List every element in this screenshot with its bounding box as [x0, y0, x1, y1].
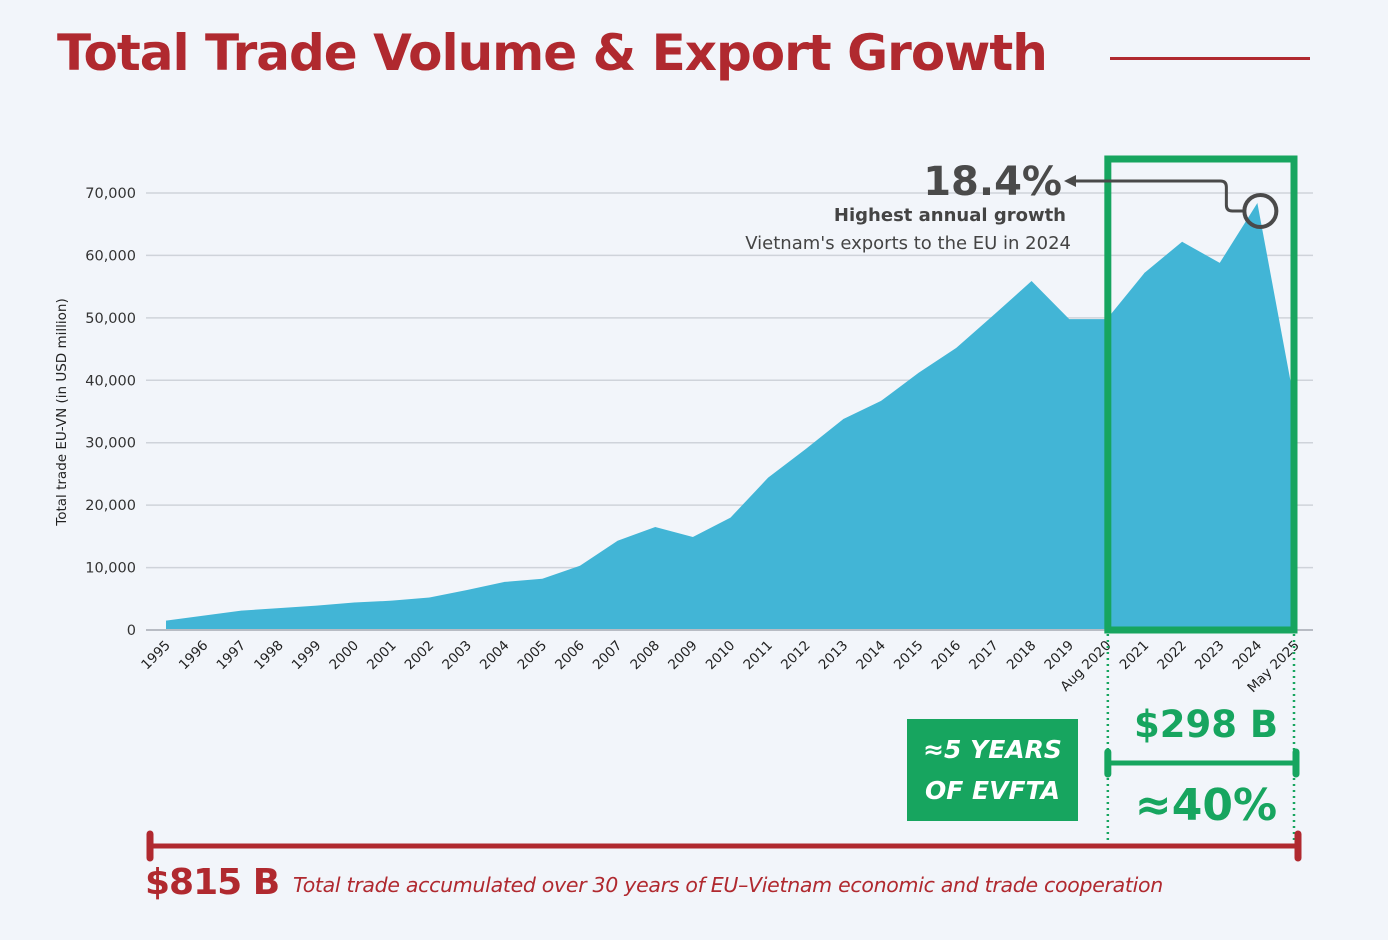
x-tick-label: 2005 — [515, 638, 551, 674]
x-tick-label: 2014 — [853, 638, 889, 674]
evfta-trade-amount: $298 B — [1133, 703, 1279, 746]
annotation-connector-arrow — [1074, 179, 1245, 213]
trade-area-series — [166, 202, 1295, 630]
y-tick-label: 30,000 — [85, 436, 136, 452]
y-axis-label: Total trade EU-VN (in USD million) — [54, 298, 70, 526]
evfta-trade-share: ≈40% — [1134, 780, 1278, 831]
y-tick-label: 0 — [127, 623, 136, 639]
x-tick-label: 2010 — [703, 638, 739, 674]
x-tick-label: 1996 — [176, 638, 212, 674]
x-tick-label: 2011 — [740, 638, 776, 674]
x-tick-label: 1997 — [213, 638, 249, 674]
x-tick-label: 2018 — [1004, 638, 1040, 674]
x-tick-label: 2024 — [1230, 638, 1266, 674]
x-tick-label: 2016 — [929, 638, 965, 674]
x-tick-label: 2007 — [590, 638, 626, 674]
x-tick-label: 2008 — [627, 638, 663, 674]
arrowhead-icon — [1064, 175, 1076, 187]
x-tick-label: 2001 — [364, 638, 400, 674]
evfta-badge-line1: ≈5 YEARS — [923, 735, 1062, 764]
evfta-badge-line2: OF EVFTA — [925, 776, 1060, 805]
evfta-highlight-frame — [1104, 155, 1298, 634]
x-axis-ticks: 1995 1996 1997 1998 1999 2000 2001 2002 2003 2004… — [138, 638, 1303, 696]
x-tick-label: 2019 — [1041, 638, 1077, 674]
total-trade-description: Total trade accumulated over 30 years of… — [293, 873, 1163, 897]
x-tick-label: 2015 — [891, 638, 927, 674]
x-tick-label: 2000 — [326, 638, 362, 674]
annotation-description: Vietnam's exports to the EU in 2024 — [745, 233, 1071, 254]
x-tick-label: 2012 — [778, 638, 814, 674]
x-tick-label: 1995 — [138, 638, 174, 674]
x-tick-label: 2022 — [1154, 638, 1190, 674]
x-tick-label: 2023 — [1192, 638, 1228, 674]
y-tick-label: 10,000 — [85, 561, 136, 577]
x-tick-label: 2004 — [477, 638, 513, 674]
y-tick-label: 40,000 — [85, 373, 136, 389]
x-tick-label: 2006 — [552, 638, 588, 674]
x-tick-label: 2013 — [816, 638, 852, 674]
y-tick-label: 20,000 — [85, 498, 136, 514]
y-axis-ticks: 0 10,000 20,000 30,000 40,000 50,000 60,000 70,… — [85, 186, 136, 639]
annotation-headline: Highest annual growth — [834, 205, 1066, 226]
y-tick-label: 50,000 — [85, 311, 136, 327]
x-tick-label: 2021 — [1117, 638, 1153, 674]
page-title: Total Trade Volume & Export Growth — [57, 24, 1048, 82]
x-tick-label: 2003 — [439, 638, 475, 674]
x-tick-label: 2002 — [402, 638, 438, 674]
annotation-value: 18.4% — [923, 159, 1062, 205]
total-trade-amount: $815 B — [145, 862, 280, 903]
x-tick-label: 1999 — [289, 638, 325, 674]
evfta-badge: ≈5 YEARS OF EVFTA — [907, 719, 1078, 821]
x-tick-label: 1998 — [251, 638, 287, 674]
title-rule — [1110, 57, 1310, 60]
data-points — [165, 202, 1296, 621]
y-tick-label: 70,000 — [85, 186, 136, 202]
x-tick-label: 2017 — [966, 638, 1002, 674]
x-tick-label: 2009 — [665, 638, 701, 674]
y-tick-label: 60,000 — [85, 248, 136, 264]
